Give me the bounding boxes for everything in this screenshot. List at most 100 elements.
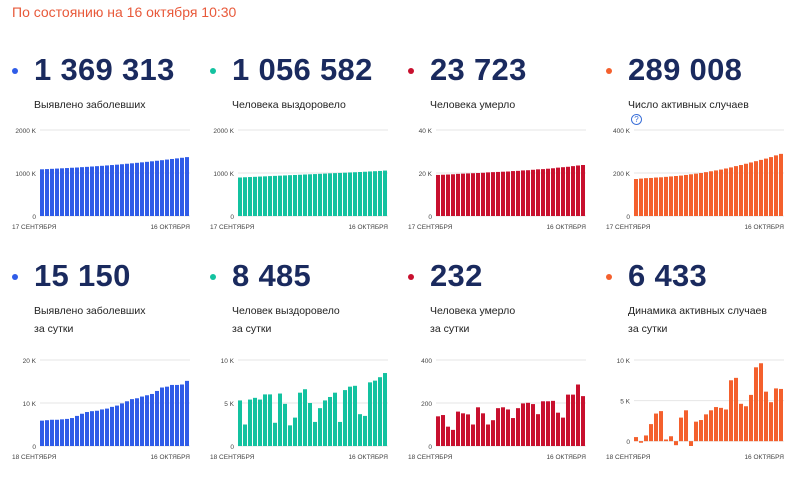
- chart-bar: [185, 157, 189, 216]
- chart-bar: [268, 394, 272, 446]
- chart-bar: [120, 403, 124, 446]
- chart-bar: [481, 172, 485, 216]
- chart-bar: [45, 169, 49, 216]
- stat-card: 23 723 Человека умерло 40 K 20 K 0 17 СЕНТЯБР…: [408, 52, 593, 262]
- chart-bar: [338, 172, 342, 216]
- status-timestamp: По состоянию на 16 октября 10:30: [12, 4, 237, 20]
- y-tick-label: 0: [626, 439, 630, 446]
- series-dot: [12, 68, 18, 74]
- chart-bar: [461, 413, 465, 446]
- x-start-label: 18 СЕНТЯБРЯ: [12, 454, 57, 461]
- y-tick-label: 20 K: [23, 358, 37, 365]
- chart-bar: [288, 425, 292, 446]
- chart-bar: [634, 179, 638, 216]
- stat-value: 8 485: [232, 258, 312, 293]
- chart-bar: [551, 400, 555, 446]
- chart-bar: [481, 413, 485, 446]
- chart-bar: [674, 441, 678, 446]
- x-start-label: 18 СЕНТЯБРЯ: [606, 454, 651, 461]
- chart-bar: [283, 403, 287, 446]
- stat-label-line: за сутки: [628, 323, 668, 335]
- y-tick-label: 0: [32, 214, 36, 221]
- chart-bar: [506, 171, 510, 216]
- stat-label-line: за сутки: [232, 323, 272, 335]
- chart-bar: [338, 421, 342, 446]
- chart-bar: [85, 412, 89, 446]
- chart-bar: [546, 401, 550, 446]
- chart-bar: [779, 153, 783, 216]
- chart-bar: [348, 386, 352, 446]
- chart-bar: [135, 162, 139, 216]
- chart-bar: [110, 406, 114, 446]
- series-dot: [408, 68, 414, 74]
- chart-bar: [343, 390, 347, 446]
- chart-bar: [170, 384, 174, 446]
- chart-bar: [556, 412, 560, 446]
- chart-bar: [526, 402, 530, 446]
- question-circle-icon[interactable]: ?: [631, 114, 642, 125]
- chart-bar: [150, 393, 154, 446]
- chart-bar: [491, 420, 495, 446]
- stat-label-line: Выявлено заболевших: [34, 99, 146, 111]
- chart-bar: [689, 174, 693, 216]
- chart-bar: [243, 177, 247, 216]
- chart-bar: [313, 174, 317, 216]
- chart-bar: [739, 165, 743, 216]
- chart-bar: [669, 176, 673, 216]
- stat-label: Человека умерло за сутки: [430, 302, 515, 338]
- chart-bar: [273, 422, 277, 446]
- mini-bar-chart: 10 K 5 K 0 18 СЕНТЯБРЯ 16 ОКТЯБРЯ: [210, 358, 388, 461]
- chart-bar: [541, 401, 545, 446]
- chart-bar: [328, 396, 332, 446]
- chart-bar: [501, 407, 505, 446]
- chart-bar: [100, 165, 104, 216]
- chart-bar: [521, 403, 525, 446]
- chart-bar: [40, 420, 44, 446]
- chart-bar: [729, 380, 733, 442]
- chart-bar: [165, 386, 169, 446]
- stat-label-line: Человек выздоровело: [232, 305, 340, 317]
- y-tick-label: 400: [421, 358, 432, 365]
- chart-bar: [541, 169, 545, 216]
- chart-bar: [556, 167, 560, 217]
- chart-bar: [744, 406, 748, 442]
- stat-label-line: за сутки: [430, 323, 470, 335]
- chart-bar: [70, 418, 74, 446]
- chart-bar: [353, 172, 357, 216]
- y-tick-label: 400 K: [613, 128, 631, 135]
- chart-bar: [323, 173, 327, 216]
- y-tick-label: 10 K: [221, 358, 235, 365]
- chart-bar: [516, 170, 520, 216]
- stat-label-line: Число активных случаев: [628, 99, 749, 111]
- chart-bar: [506, 409, 510, 446]
- chart-bar: [664, 439, 668, 442]
- chart-bar: [769, 157, 773, 216]
- stat-label: Человек выздоровело за сутки: [232, 302, 340, 338]
- chart-bar: [298, 392, 302, 446]
- chart-bar: [581, 396, 585, 446]
- chart-bar: [694, 173, 698, 216]
- chart-bar: [566, 166, 570, 216]
- chart-bar: [60, 419, 64, 446]
- chart-bar: [95, 410, 99, 446]
- y-tick-label: 0: [230, 214, 234, 221]
- chart-bar: [476, 173, 480, 216]
- chart-bar: [353, 385, 357, 446]
- chart-bar: [288, 175, 292, 216]
- chart-bar: [110, 165, 114, 216]
- chart-bar: [654, 177, 658, 216]
- chart-bar: [45, 420, 49, 446]
- chart-bar: [719, 169, 723, 216]
- chart-bar: [115, 164, 119, 216]
- chart-bar: [669, 436, 673, 442]
- chart-bar: [175, 384, 179, 446]
- stat-value: 15 150: [34, 258, 131, 293]
- stat-value: 6 433: [628, 258, 708, 293]
- y-tick-label: 1000 K: [213, 171, 234, 178]
- y-tick-label: 0: [32, 444, 36, 451]
- stat-label: Выявлено заболевших: [34, 96, 145, 114]
- stat-value: 1 369 313: [34, 52, 175, 87]
- chart-bar: [140, 396, 144, 446]
- y-tick-label: 10 K: [617, 358, 631, 365]
- chart-bar: [659, 411, 663, 442]
